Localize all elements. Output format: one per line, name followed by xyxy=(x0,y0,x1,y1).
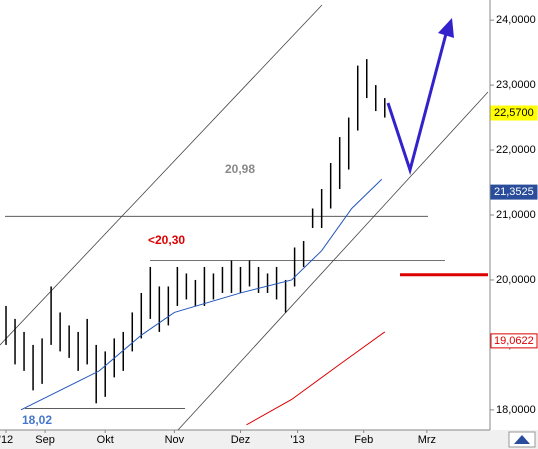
x-tick-label: '13 xyxy=(290,434,304,446)
y-tick-label: 20,0000 xyxy=(496,274,536,286)
last-value-label: 21,3525 xyxy=(494,186,534,198)
forecast-arrow xyxy=(386,29,449,176)
trend-channel xyxy=(177,91,489,431)
last-value-tag xyxy=(490,105,538,121)
last-value-label: 19,0622 xyxy=(494,335,534,347)
y-tick-label: 22,0000 xyxy=(496,144,536,156)
x-tick-label: '12 xyxy=(0,434,13,446)
level-label: 18,02 xyxy=(22,413,52,427)
arrow-head xyxy=(438,18,454,38)
plot-area xyxy=(0,0,490,430)
last-value-label: 22,5700 xyxy=(494,107,534,119)
time-axis-panel xyxy=(0,430,538,449)
x-tick-label: Feb xyxy=(354,434,373,446)
price-axis-panel xyxy=(490,0,538,449)
y-tick-label: 23,0000 xyxy=(496,79,536,91)
level-label: 20,98 xyxy=(225,162,255,176)
y-tick-label: 24,0000 xyxy=(496,14,536,26)
last-value-tag xyxy=(490,333,538,349)
x-tick-label: Sep xyxy=(35,434,55,446)
last-value-tag xyxy=(490,184,538,200)
x-tick-label: Dez xyxy=(231,434,251,446)
trend-channel xyxy=(0,4,323,346)
x-tick-label: Okt xyxy=(97,434,114,446)
moving-average xyxy=(246,331,386,426)
moving-average xyxy=(20,178,383,411)
tool-icon xyxy=(514,435,530,444)
y-tick-label: 18,0000 xyxy=(496,404,536,416)
level-label: <20,30 xyxy=(148,233,185,247)
x-tick-label: Mrz xyxy=(418,434,436,446)
y-tick-label: 21,0000 xyxy=(496,209,536,221)
x-tick-label: Nov xyxy=(165,434,185,446)
